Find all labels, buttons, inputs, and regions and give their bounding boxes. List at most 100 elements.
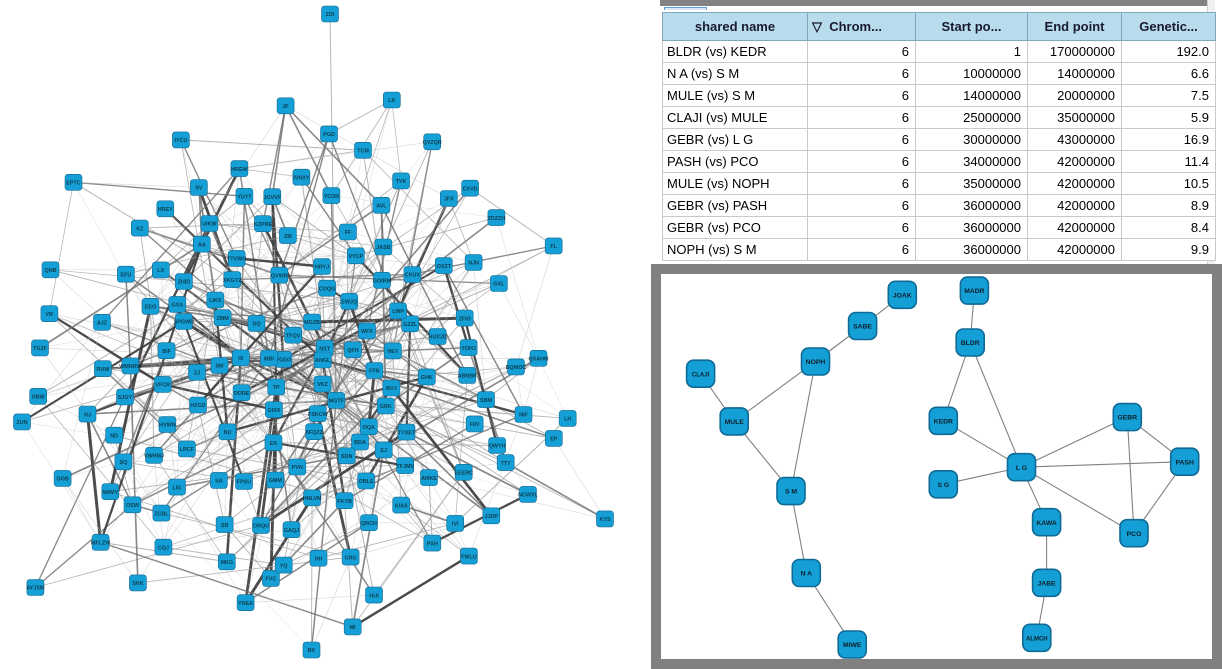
- svg-text:SBM: SBM: [480, 398, 492, 404]
- svg-text:NJN: NJN: [468, 261, 479, 267]
- svg-text:HREW: HREW: [231, 167, 248, 173]
- svg-text:ANGL: ANGL: [315, 358, 331, 364]
- svg-text:FSKCW: FSKCW: [308, 412, 329, 418]
- svg-text:HRYJ: HRYJ: [315, 265, 329, 271]
- svg-text:QFH: QFH: [347, 348, 358, 354]
- svg-text:JASB: JASB: [376, 245, 390, 251]
- svg-text:TTVWO: TTVWO: [227, 257, 246, 263]
- svg-text:WMNRW: WMNRW: [119, 364, 142, 370]
- svg-text:EP: EP: [550, 437, 558, 443]
- svg-text:HZGD: HZGD: [190, 403, 205, 409]
- svg-text:PVN: PVN: [292, 465, 303, 471]
- svg-text:HH: HH: [315, 556, 323, 562]
- svg-text:ABNBK: ABNBK: [458, 374, 478, 380]
- svg-text:PXH: PXH: [427, 541, 438, 547]
- svg-text:YQ: YQ: [280, 563, 288, 569]
- svg-text:FVC: FVC: [266, 577, 277, 583]
- svg-text:FL: FL: [550, 244, 557, 250]
- svg-text:RUW: RUW: [96, 367, 110, 373]
- svg-text:TP: TP: [273, 385, 280, 391]
- svg-text:YOHJ: YOHJ: [461, 346, 476, 352]
- svg-text:CKUX: CKUX: [405, 273, 421, 279]
- svg-text:OQA: OQA: [363, 425, 375, 431]
- svg-text:HVWN: HVWN: [159, 423, 176, 429]
- svg-text:IVI: IVI: [452, 522, 459, 528]
- svg-text:SDN: SDN: [341, 454, 352, 460]
- svg-text:OSW: OSW: [126, 503, 140, 509]
- svg-text:EEO: EEO: [145, 305, 156, 311]
- svg-text:OXZT: OXZT: [437, 264, 452, 270]
- svg-text:IX: IX: [238, 356, 243, 362]
- svg-text:PASH: PASH: [1176, 459, 1194, 466]
- svg-text:XFQZZ: XFQZZ: [305, 430, 323, 436]
- svg-text:GOIRM: GOIRM: [373, 279, 392, 285]
- svg-text:EJ: EJ: [380, 448, 387, 454]
- svg-text:PGD: PGD: [323, 132, 335, 138]
- svg-text:LWP: LWP: [392, 309, 404, 315]
- svg-text:TGZF: TGZF: [33, 346, 48, 352]
- svg-text:CXVD: CXVD: [463, 186, 478, 192]
- svg-text:JFX: JFX: [444, 197, 454, 203]
- svg-text:MULE: MULE: [725, 419, 745, 426]
- svg-text:VGEO: VGEO: [276, 358, 292, 364]
- svg-text:WFX: WFX: [361, 329, 373, 335]
- svg-text:IVNXY: IVNXY: [293, 175, 310, 181]
- svg-text:ZUN: ZUN: [16, 420, 27, 426]
- svg-text:QNB: QNB: [45, 268, 57, 274]
- svg-text:S G: S G: [937, 482, 949, 489]
- svg-text:TVK: TVK: [396, 179, 407, 185]
- svg-text:EWJQ: EWJQ: [341, 300, 357, 306]
- svg-text:TCM: TCM: [357, 149, 369, 155]
- svg-text:GRK: GRK: [380, 404, 392, 410]
- svg-text:GHK: GHK: [421, 375, 433, 381]
- svg-text:SV: SV: [195, 186, 203, 192]
- svg-text:BQMOC: BQMOC: [506, 365, 527, 371]
- svg-text:NJ: NJ: [84, 412, 91, 418]
- svg-text:HNLVM: HNLVM: [303, 496, 322, 502]
- svg-text:LH: LH: [564, 417, 571, 423]
- svg-text:VYCP: VYCP: [348, 254, 363, 260]
- svg-text:MI: MI: [350, 625, 356, 631]
- svg-text:SPGWD: SPGWD: [174, 320, 194, 326]
- svg-text:YCON: YCON: [324, 194, 340, 200]
- svg-text:AYJXM: AYJXM: [26, 586, 45, 592]
- svg-text:UIKW: UIKW: [202, 222, 217, 228]
- svg-text:GEBR: GEBR: [1117, 415, 1137, 422]
- svg-text:NRMY: NRMY: [102, 490, 118, 496]
- svg-text:HREY: HREY: [158, 207, 173, 213]
- svg-text:VFCR: VFCR: [155, 383, 170, 389]
- svg-text:KEDR: KEDR: [934, 418, 953, 425]
- svg-text:YNEA: YNEA: [238, 601, 253, 607]
- svg-text:HUXJD: HUXJD: [429, 335, 447, 341]
- svg-text:ZDI: ZDI: [326, 12, 335, 18]
- svg-text:ZJ: ZJ: [194, 371, 200, 377]
- svg-text:COQG: COQG: [319, 286, 335, 292]
- svg-text:CRG: CRG: [345, 555, 357, 561]
- svg-text:JF: JF: [282, 104, 289, 110]
- svg-text:GIXX: GIXX: [267, 408, 280, 414]
- svg-text:QRCH: QRCH: [361, 521, 377, 527]
- svg-text:LX: LX: [157, 268, 164, 274]
- svg-text:MKG: MKG: [221, 560, 234, 566]
- svg-text:NCWXL: NCWXL: [518, 493, 538, 499]
- svg-text:KYS: KYS: [599, 517, 610, 523]
- svg-text:JJDP: JJDP: [485, 514, 499, 520]
- svg-text:XKGYZ: XKGYZ: [223, 278, 242, 284]
- svg-text:OBLE: OBLE: [359, 479, 374, 485]
- svg-text:L G: L G: [1016, 465, 1027, 472]
- svg-text:SABE: SABE: [853, 324, 872, 331]
- svg-text:SM: SM: [215, 364, 224, 370]
- svg-text:CLAJI: CLAJI: [692, 372, 710, 378]
- svg-text:BIF: BIF: [162, 349, 171, 355]
- svg-text:AJZ: AJZ: [97, 321, 108, 327]
- svg-text:SB: SB: [221, 523, 229, 529]
- svg-text:KAWA: KAWA: [1036, 520, 1056, 527]
- svg-text:N A: N A: [801, 571, 813, 578]
- svg-text:IYCU: IYCU: [174, 138, 187, 144]
- svg-text:GXA: GXA: [171, 303, 183, 309]
- svg-text:FKYB: FKYB: [337, 499, 352, 505]
- svg-text:BK: BK: [308, 648, 316, 654]
- svg-text:ALMCH: ALMCH: [1026, 636, 1048, 642]
- svg-text:FF: FF: [345, 230, 352, 236]
- svg-text:QXAHM: QXAHM: [528, 357, 549, 363]
